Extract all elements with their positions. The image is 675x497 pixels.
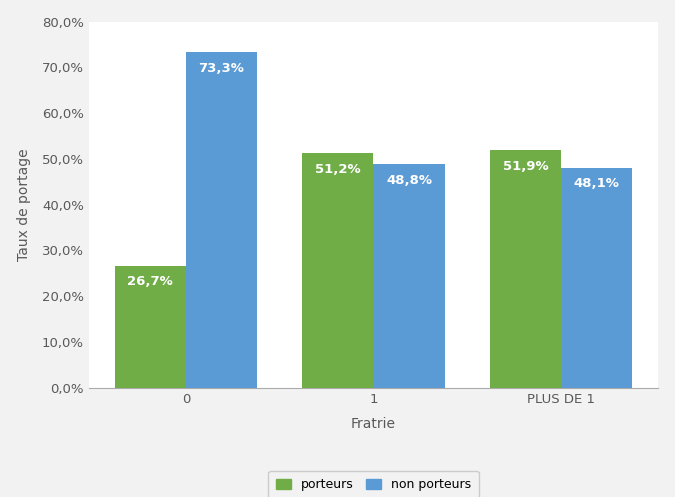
- Y-axis label: Taux de portage: Taux de portage: [17, 148, 30, 261]
- Text: 48,1%: 48,1%: [574, 177, 620, 190]
- Bar: [490, 150, 561, 388]
- Bar: [186, 52, 257, 388]
- Text: 51,2%: 51,2%: [315, 163, 360, 176]
- Text: 48,8%: 48,8%: [386, 174, 432, 187]
- Text: 26,7%: 26,7%: [128, 275, 173, 288]
- Text: 73,3%: 73,3%: [198, 62, 244, 75]
- Bar: [373, 165, 445, 388]
- Bar: [302, 154, 373, 388]
- Text: 51,9%: 51,9%: [503, 160, 548, 173]
- Legend: porteurs, non porteurs: porteurs, non porteurs: [268, 471, 479, 497]
- Bar: [115, 265, 186, 388]
- Bar: [561, 167, 632, 388]
- X-axis label: Fratrie: Fratrie: [351, 416, 396, 430]
